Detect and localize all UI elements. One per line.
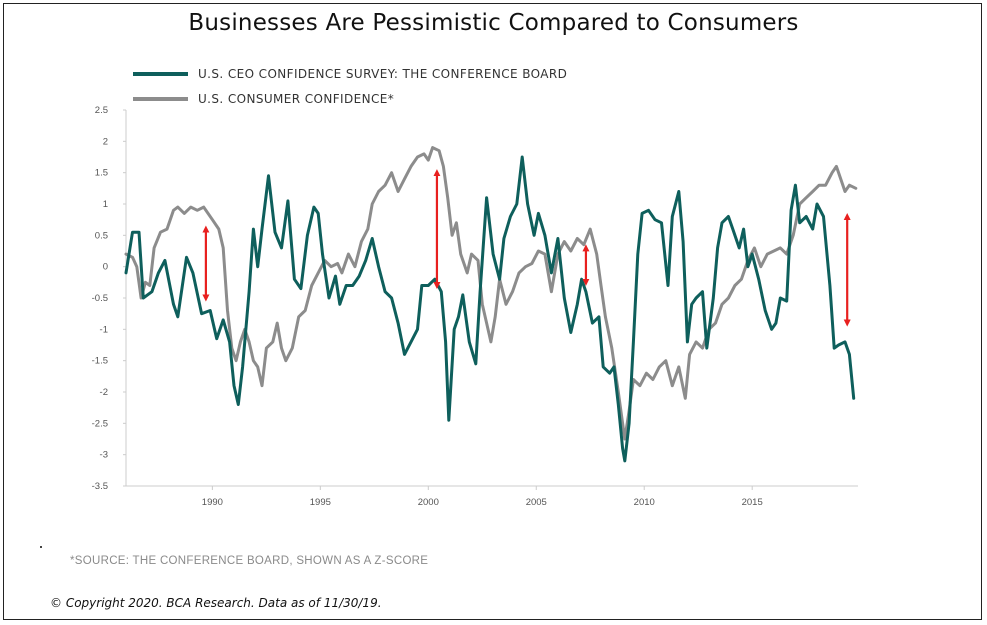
x-tick-label: 1995 [310, 497, 331, 508]
y-tick-label: -1.5 [92, 356, 108, 367]
chart-frame [3, 3, 982, 620]
y-tick-label: -0.5 [92, 293, 108, 304]
chart-title: Businesses Are Pessimistic Compared to C… [188, 10, 799, 36]
y-tick-label: 0.5 [95, 230, 108, 241]
x-tick-label: 2010 [634, 497, 655, 508]
y-tick-label: -2.5 [92, 418, 108, 429]
legend-swatch-ceo [133, 72, 188, 76]
legend-item-consumer: U.S. CONSUMER CONFIDENCE* [133, 89, 394, 109]
x-tick-label: 1990 [202, 497, 223, 508]
y-tick-label: 2 [103, 136, 108, 147]
x-tick-label: 2000 [418, 497, 439, 508]
x-tick-label: 2005 [526, 497, 547, 508]
y-tick-label: 2.5 [95, 105, 108, 116]
y-tick-label: 1 [103, 199, 108, 210]
legend-swatch-consumer [133, 97, 188, 101]
copyright-note: © Copyright 2020. BCA Research. Data as … [50, 596, 382, 610]
y-tick-label: -3 [100, 450, 108, 461]
y-tick-label: -1 [100, 324, 108, 335]
y-tick-label: -3.5 [92, 481, 108, 492]
x-tick-label: 2015 [742, 497, 763, 508]
source-note: *SOURCE: THE CONFERENCE BOARD, SHOWN AS … [70, 555, 429, 567]
legend-label-ceo: U.S. CEO CONFIDENCE SURVEY: THE CONFEREN… [198, 67, 568, 81]
stray-dot [40, 546, 42, 548]
y-tick-label: 1.5 [95, 168, 108, 179]
legend-label-consumer: U.S. CONSUMER CONFIDENCE* [198, 92, 395, 106]
series-line-ceo [124, 155, 856, 463]
series-line-consumer [124, 146, 858, 441]
legend-item-ceo: U.S. CEO CONFIDENCE SURVEY: THE CONFEREN… [133, 64, 567, 84]
y-tick-label: 0 [103, 262, 108, 273]
y-tick-label: -2 [100, 387, 108, 398]
